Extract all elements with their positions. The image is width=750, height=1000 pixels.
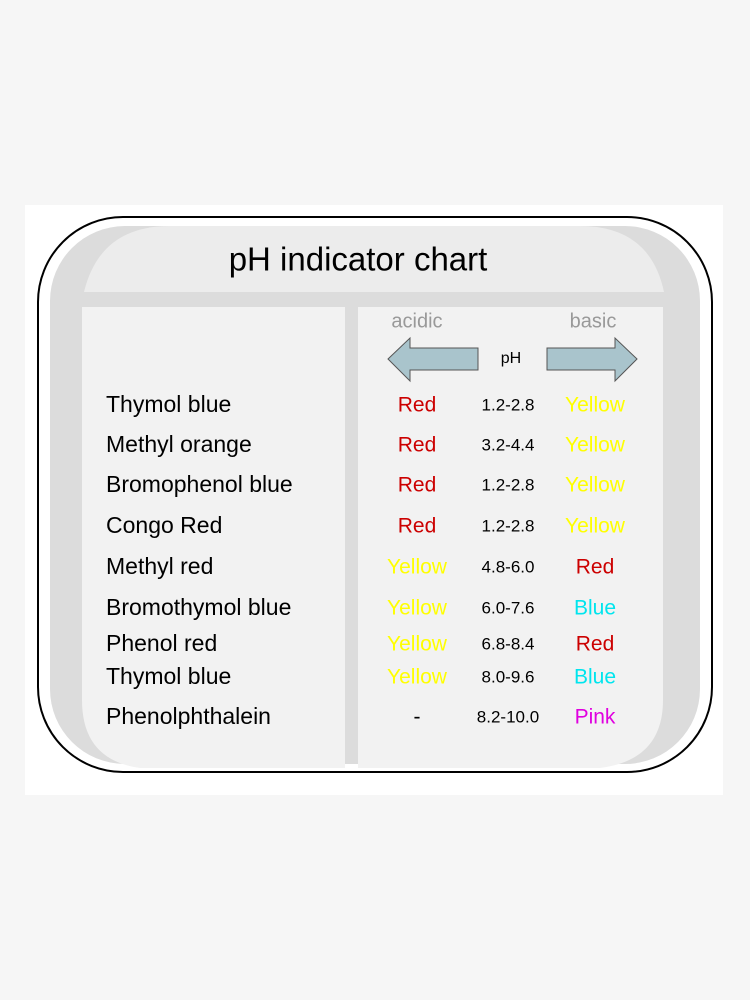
acidic-color: Yellow [387, 597, 448, 620]
indicator-name: Methyl red [106, 553, 213, 579]
acidic-color: - [414, 706, 421, 729]
acidic-color: Yellow [387, 556, 448, 579]
acidic-color: Red [398, 434, 437, 457]
acidic-arrow [387, 336, 479, 383]
indicator-name: Thymol blue [106, 391, 231, 417]
ph-range: 3.2-4.4 [482, 435, 535, 454]
left-panel [82, 307, 345, 768]
indicator-name: Phenolphthalein [106, 703, 271, 729]
indicator-name: Thymol blue [106, 663, 231, 689]
basic-color: Yellow [565, 434, 626, 457]
ph-range: 1.2-2.8 [482, 475, 535, 494]
basic-color: Yellow [565, 515, 626, 538]
basic-color: Pink [575, 706, 616, 729]
indicator-name: Bromothymol blue [106, 594, 291, 620]
acidic-color: Red [398, 474, 437, 497]
ph-label: pH [501, 350, 521, 367]
indicator-name: Congo Red [106, 512, 222, 538]
acidic-color: Yellow [387, 666, 448, 689]
title-band [84, 226, 664, 292]
ph-range: 8.0-9.6 [482, 667, 535, 686]
indicator-name: Bromophenol blue [106, 471, 293, 497]
acidic-label: acidic [391, 310, 442, 332]
basic-label: basic [570, 310, 617, 332]
ph-range: 1.2-2.8 [482, 516, 535, 535]
acidic-color: Red [398, 515, 437, 538]
title: pH indicator chart [229, 241, 488, 278]
basic-color: Blue [574, 666, 616, 689]
ph-range: 4.8-6.0 [482, 557, 535, 576]
right-panel [358, 307, 663, 768]
basic-color: Yellow [565, 394, 626, 417]
ph-range: 8.2-10.0 [477, 707, 539, 726]
rows: Thymol blue Red 1.2-2.8 Yellow Methyl orange… [106, 391, 626, 729]
ph-range: 6.8-8.4 [482, 634, 535, 653]
indicator-name: Methyl orange [106, 431, 252, 457]
basic-color: Red [576, 633, 615, 656]
basic-color: Yellow [565, 474, 626, 497]
basic-color: Red [576, 556, 615, 579]
ph-range: 6.0-7.6 [482, 598, 535, 617]
indicator-name: Phenol red [106, 630, 217, 656]
ph-range: 1.2-2.8 [482, 395, 535, 414]
basic-color: Blue [574, 597, 616, 620]
acidic-color: Yellow [387, 633, 448, 656]
basic-arrow [546, 336, 638, 383]
acidic-color: Red [398, 394, 437, 417]
